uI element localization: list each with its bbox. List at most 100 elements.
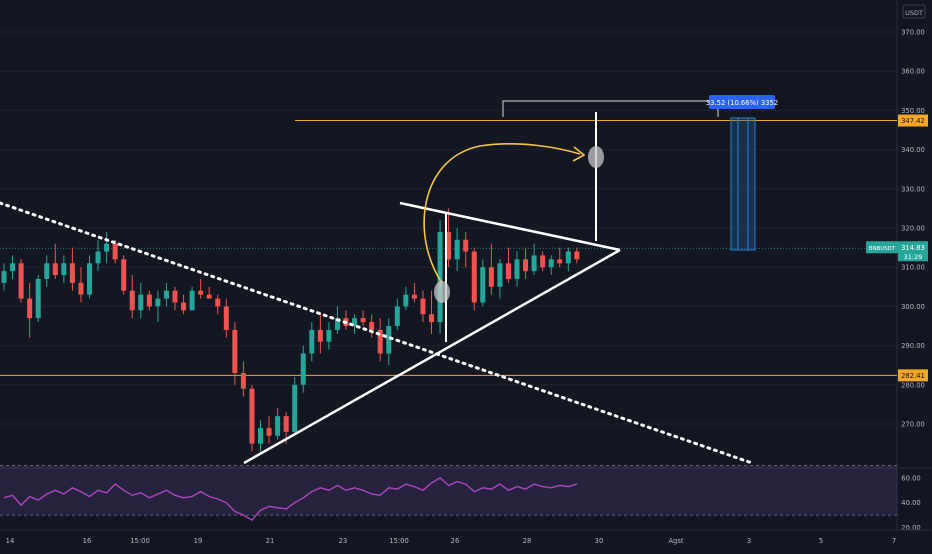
candle [223,298,229,338]
symbol-label: BNBUSDT [869,246,896,252]
candle [531,243,537,276]
price-tick-label: 270.00 [901,421,925,429]
candle [454,228,460,272]
rsi-pane[interactable]: 60.00 40.00 20.00 [0,465,932,533]
dotted-trendline[interactable] [0,201,754,465]
price-axis-panel[interactable] [897,0,932,550]
time-axis[interactable]: 14 16 15:00 19 21 23 15:00 26 28 30 Agst 3 5 7 [6,537,896,545]
candle-body [10,263,16,272]
candle-body [352,318,358,326]
price-tick-label: 330.00 [901,185,925,193]
candle-body [523,259,529,272]
candle-body [283,416,289,432]
price-axis-labels: 370.00 360.00 350.00 340.00 330.00 320.00 310.… [901,29,925,429]
candle [146,290,152,311]
candle-body [429,314,434,323]
candle [437,220,443,334]
candle [1,263,7,291]
candle-body [275,416,281,436]
candle-body [69,263,75,283]
candle-body [87,263,92,295]
time-tick-label: 15:00 [130,537,150,545]
price-tick-label: 300.00 [901,303,925,311]
candle [129,275,135,319]
triangle-lower-line[interactable] [243,248,621,465]
candle [181,294,187,315]
candle-body [411,294,417,299]
candle-body [446,231,452,260]
price-tick-label: 350.00 [901,107,925,115]
time-tick-label: 23 [339,537,348,545]
rsi-line[interactable] [3,477,578,521]
candle [87,255,92,299]
candle [104,231,110,264]
triangle-upper-line[interactable] [399,201,621,252]
candle-body [309,329,315,354]
candle-body [18,263,24,299]
candle-body [377,329,383,354]
candle [275,408,281,440]
candle [463,231,469,268]
candle [360,310,366,326]
time-tick-label: 28 [523,537,532,545]
rsi-tick-label: 40.00 [901,499,920,507]
candle [480,259,486,307]
candle-body [223,306,229,330]
candle-body [181,302,187,311]
candle [446,208,452,268]
price-tick-label: 290.00 [901,342,925,350]
candle [44,255,50,287]
candle [10,255,16,279]
candle [540,251,546,272]
breakout-marker[interactable] [434,281,450,303]
candle-body [215,298,221,307]
candle-body [300,353,306,385]
candle [61,255,67,283]
candle [523,247,529,279]
candle-body [138,294,144,311]
candle [377,318,383,362]
time-tick-label: 7 [892,537,896,545]
level-price-badge [898,114,928,127]
candle-body [44,263,50,279]
candle [78,267,84,303]
candle-body [514,259,520,279]
time-tick-label: 16 [83,537,92,545]
target-marker[interactable] [588,146,604,168]
candle [198,278,204,299]
price-tick-label: 280.00 [901,381,925,389]
candle [565,247,571,272]
time-tick-label: 14 [6,537,15,545]
candle-body [172,290,178,303]
candle [548,255,554,276]
time-tick-label: 15:00 [389,537,409,545]
candle [557,247,563,268]
candle [266,416,272,444]
candle [138,282,144,319]
time-tick-label: 26 [451,537,460,545]
candle [258,420,263,452]
candle [394,298,400,330]
candle-body [557,259,563,264]
drawings: 33.52 (10.66%) 3352 [0,95,778,465]
level-price-badge [898,369,928,382]
currency-label: USDT [905,9,923,17]
candle-body [240,373,246,389]
candle-body [480,267,486,303]
candle-body [574,251,580,260]
price-range-box[interactable] [730,117,756,251]
time-tick-label: 30 [595,537,604,545]
candle-body [206,294,212,299]
candle [488,243,494,295]
candle-body [505,263,511,279]
candle-body [52,263,58,276]
candle [497,259,503,299]
candle-body [198,290,204,295]
candle [292,376,298,436]
currency-badge[interactable] [902,4,926,19]
curved-arrow[interactable] [423,143,581,284]
candle [574,247,580,264]
